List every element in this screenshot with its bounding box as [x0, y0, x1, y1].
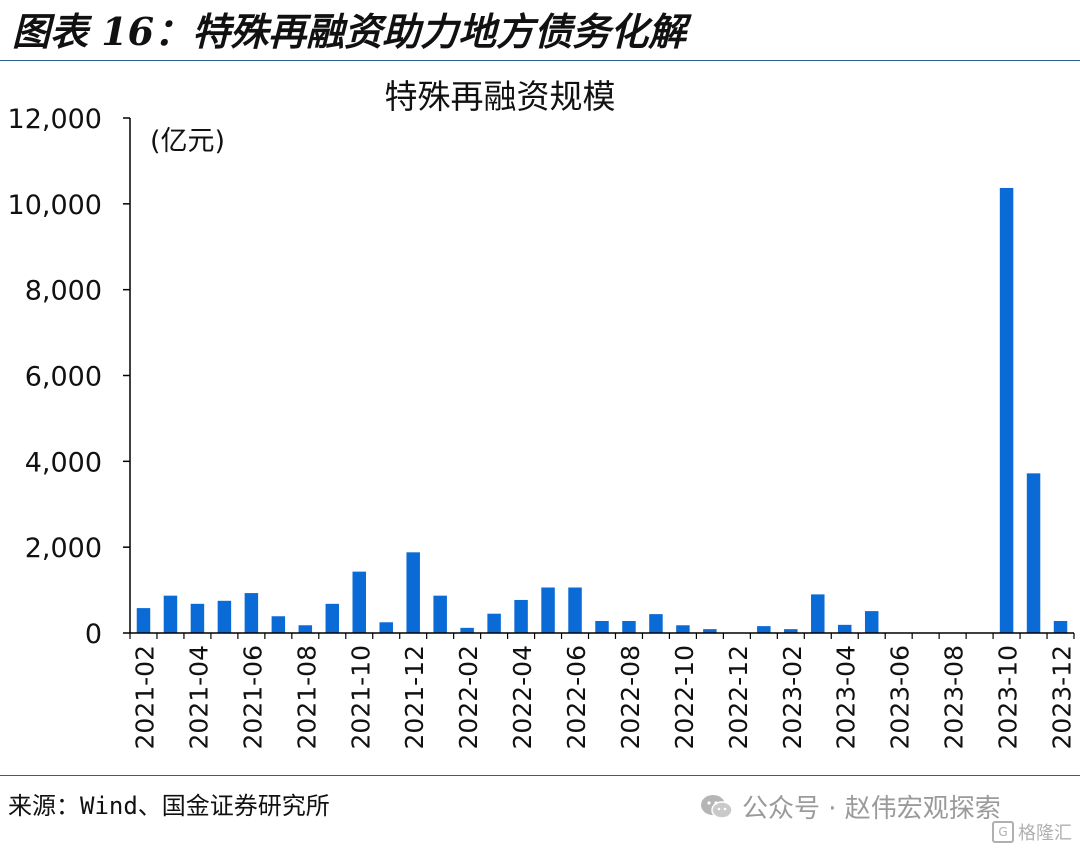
x-tick-label: 2023-02: [778, 645, 807, 749]
bar-2021-06: [244, 593, 259, 633]
bar-2022-09: [649, 614, 663, 633]
bar-2021-05: [217, 600, 232, 633]
bar-2023-10: [999, 187, 1014, 633]
corner-logo: G 格隆汇: [992, 819, 1072, 845]
x-tick-label: 2021-08: [292, 645, 321, 749]
x-tick-label: 2023-10: [994, 645, 1023, 749]
bar-2023-04: [838, 624, 852, 633]
x-tick-label: 2022-04: [508, 645, 537, 749]
bar-2023-12: [1053, 620, 1068, 633]
bar-2022-06: [568, 587, 582, 633]
wechat-icon: [701, 794, 733, 819]
x-tick-label: 2021-10: [346, 645, 375, 749]
x-tick-label: 2023-08: [940, 645, 969, 749]
top-rule: [0, 60, 1080, 61]
y-tick-label: 4,000: [25, 447, 102, 478]
y-tick-label: 12,000: [8, 104, 102, 135]
bars: [136, 187, 1068, 633]
x-tick-label: 2022-06: [562, 645, 591, 749]
bar-2022-10: [676, 625, 690, 633]
bar-2021-04: [190, 603, 205, 633]
bar-2021-11: [379, 622, 393, 633]
x-tick-label: 2021-06: [238, 645, 267, 749]
bar-2021-03: [163, 595, 178, 633]
bar-2022-11: [703, 629, 717, 633]
x-tick-label: 2022-10: [670, 645, 699, 749]
watermark: 公众号 · 赵伟宏观探索: [700, 788, 1001, 825]
x-tick-label: 2022-08: [616, 645, 645, 749]
bar-2021-07: [271, 616, 286, 633]
x-tick-label: 2022-12: [724, 645, 753, 749]
bar-2022-05: [541, 587, 555, 633]
source-note: 来源：Wind、国金证券研究所: [8, 792, 330, 820]
y-tick-label: 8,000: [25, 276, 102, 307]
y-tick-label: 6,000: [25, 362, 102, 393]
x-tick-label: 2021-12: [400, 645, 429, 749]
gelonghui-logo-icon: G: [992, 821, 1014, 843]
x-tick-label: 2023-06: [886, 645, 915, 749]
x-tick-label: 2023-04: [832, 645, 861, 749]
bar-2021-09: [325, 603, 340, 633]
corner-logo-text: 格隆汇: [1018, 823, 1072, 844]
bar-2022-01: [433, 595, 447, 633]
x-tick-label: 2022-02: [454, 645, 483, 749]
bar-2021-08: [298, 625, 313, 633]
figure-title: 图表 16：特殊再融资助力地方债务化解: [12, 9, 687, 54]
bar-2022-03: [487, 613, 501, 633]
x-tick-label: 2023-12: [1048, 645, 1077, 749]
bar-2021-12: [406, 552, 420, 633]
bar-2022-02: [460, 627, 474, 633]
bar-2023-11: [1026, 473, 1041, 633]
bar-2021-02: [136, 608, 151, 633]
bar-2023-02: [784, 629, 798, 633]
x-tick-label: 2021-02: [130, 645, 159, 749]
bar-2023-01: [757, 626, 771, 633]
bar-2022-08: [622, 620, 636, 633]
bar-2023-05: [864, 611, 879, 633]
y-tick-label: 2,000: [25, 533, 102, 564]
y-axis: 0 2,000 4,000 6,000 8,000 10,000 12,000: [8, 104, 131, 650]
x-axis: 2021-02 2021-04 2021-06 2021-08 2021-10 2021-…: [129, 632, 1077, 749]
chart-title: 特殊再融资规模: [385, 77, 616, 116]
bottom-rule: [0, 775, 1080, 776]
watermark-text: 公众号 · 赵伟宏观探索: [742, 794, 1001, 824]
bar-2022-04: [514, 599, 528, 633]
bar-2021-10: [352, 571, 366, 633]
y-tick-label: 10,000: [8, 190, 102, 221]
bar-2022-07: [595, 620, 609, 633]
unit-label: (亿元): [150, 126, 225, 157]
bar-2023-03: [811, 594, 825, 633]
bar-chart: 特殊再融资规模 (亿元) 0 2,000 4,000 6,000 8,000 10,000…: [8, 77, 1077, 749]
y-tick-label: 0: [85, 619, 102, 650]
x-tick-label: 2021-04: [184, 645, 213, 749]
